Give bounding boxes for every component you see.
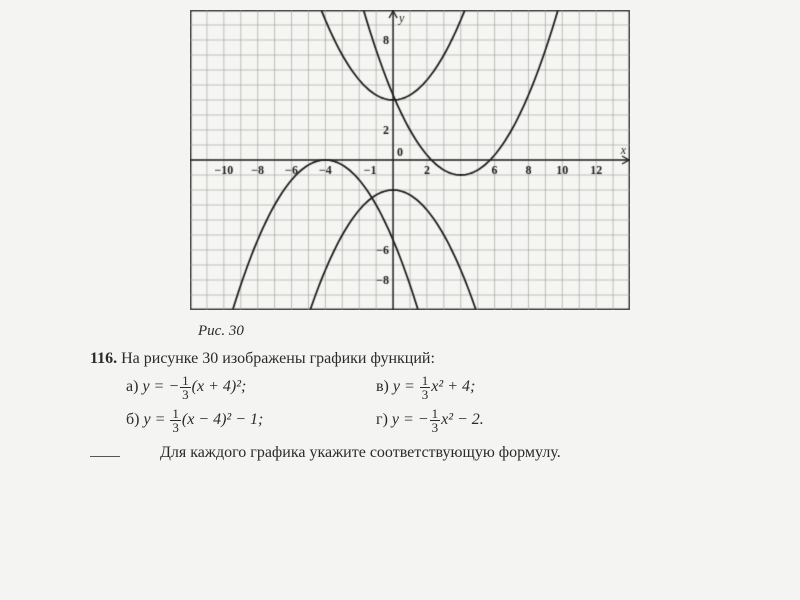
chart-figure	[190, 10, 710, 315]
frac-num: 1	[420, 374, 431, 388]
figure-caption: Рис. 30	[198, 323, 710, 340]
frac-den: 3	[170, 421, 181, 434]
answer-a-pre: y = −	[142, 378, 179, 395]
fraction: 13	[430, 407, 441, 434]
problem-number: 116.	[90, 350, 117, 367]
answer-b: б) y = 13(x − 4)² − 1;	[126, 407, 376, 434]
answer-b-post: (x − 4)² − 1;	[182, 411, 263, 428]
frac-num: 1	[180, 374, 191, 388]
answer-a: а) y = −13(x + 4)²;	[126, 374, 376, 401]
frac-num: 1	[170, 407, 181, 421]
closing-instruction: Для каждого графика укажите соответствую…	[126, 444, 710, 462]
answer-v-label: в)	[376, 378, 389, 395]
answer-v: в) y = 13x² + 4;	[376, 374, 626, 401]
frac-num: 1	[430, 407, 441, 421]
problem-statement: 116. На рисунке 30 изображены графики фу…	[90, 350, 710, 368]
fraction: 13	[180, 374, 191, 401]
frac-den: 3	[180, 388, 191, 401]
chart-canvas	[190, 10, 630, 310]
answer-v-post: x² + 4;	[431, 378, 475, 395]
answer-v-pre: y =	[393, 378, 419, 395]
underline-lead	[90, 456, 120, 457]
answer-b-label: б)	[126, 411, 139, 428]
answer-a-label: а)	[126, 378, 138, 395]
answer-g: г) y = −13x² − 2.	[376, 407, 626, 434]
answer-a-post: (x + 4)²;	[192, 378, 247, 395]
answer-g-pre: y = −	[392, 411, 429, 428]
answer-g-label: г)	[376, 411, 388, 428]
closing-text: Для каждого графика укажите соответствую…	[160, 444, 561, 461]
answer-g-post: x² − 2.	[441, 411, 484, 428]
fraction: 13	[420, 374, 431, 401]
frac-den: 3	[430, 421, 441, 434]
frac-den: 3	[420, 388, 431, 401]
answer-grid: а) y = −13(x + 4)²; в) y = 13x² + 4; б) …	[126, 374, 710, 434]
answer-b-pre: y =	[143, 411, 169, 428]
problem-text: На рисунке 30 изображены графики функций…	[121, 350, 435, 367]
fraction: 13	[170, 407, 181, 434]
